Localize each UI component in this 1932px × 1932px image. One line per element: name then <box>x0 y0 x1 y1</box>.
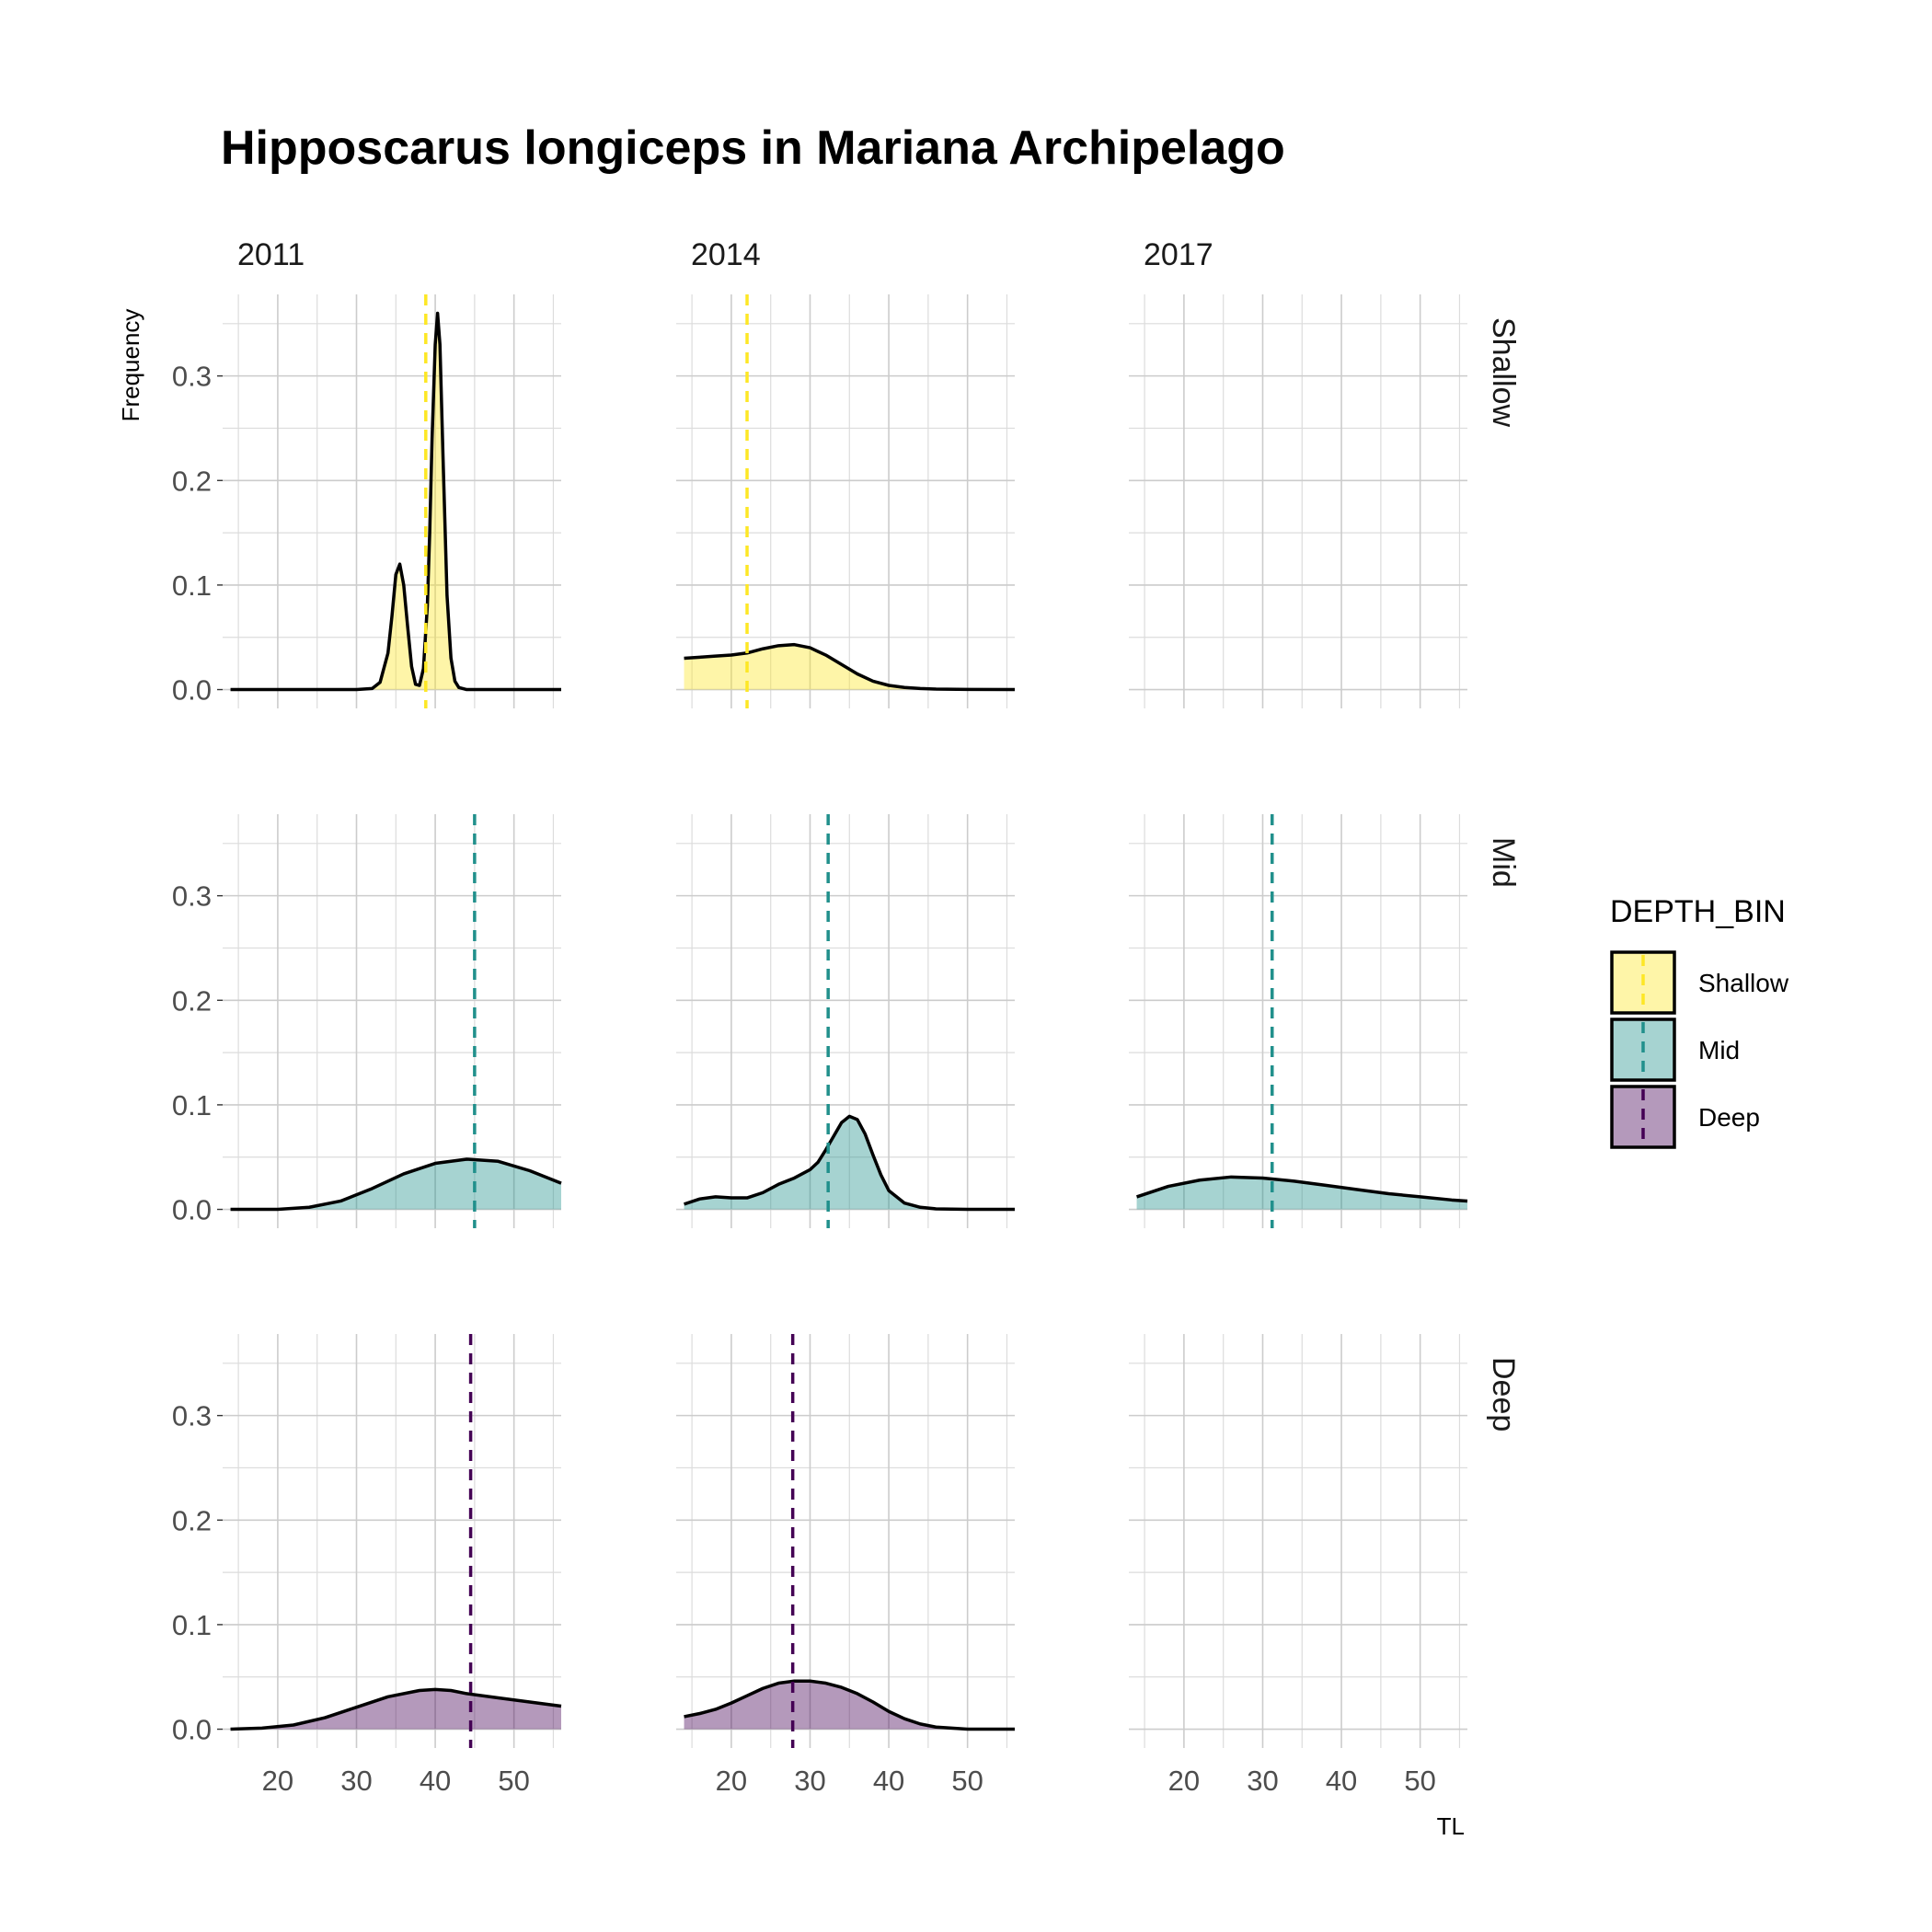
x-tick-label: 30 <box>1247 1765 1278 1797</box>
panel-2011-mid: 0.0 0.1 0.2 0.3 <box>172 814 562 1228</box>
panels-layer: 0.0 0.1 0.2 0.3 2011 2014 2017 Shallow 0.0 0.1 0.2… <box>172 237 1521 1797</box>
panel-2014-mid <box>676 814 1015 1228</box>
y-tick-label: 0.1 <box>172 1609 212 1641</box>
strip-label-depth: Deep <box>1486 1357 1521 1432</box>
x-tick-label: 20 <box>1168 1765 1200 1797</box>
y-tick-label: 0.3 <box>172 361 212 393</box>
legend-title: DEPTH_BIN <box>1610 894 1786 929</box>
legend-item-mid: Mid <box>1610 1018 1740 1082</box>
y-tick-label: 0.0 <box>172 1194 212 1226</box>
y-tick-label: 0.2 <box>172 465 212 497</box>
legend-item-shallow: Shallow <box>1610 950 1789 1015</box>
density-line <box>684 1679 1015 1731</box>
density-area <box>684 1681 1015 1730</box>
y-tick-label: 0.3 <box>172 880 212 913</box>
y-tick-label: 0.2 <box>172 1504 212 1536</box>
density-area <box>230 313 561 690</box>
density-line <box>684 642 1016 692</box>
density-line <box>230 311 561 692</box>
legend: DEPTH_BIN Shallow Mid Deep <box>1610 894 1789 1149</box>
x-tick-label: 40 <box>1326 1765 1357 1797</box>
y-tick-label: 0.2 <box>172 984 212 1017</box>
x-tick-label: 50 <box>1404 1765 1435 1797</box>
legend-item-deep: Deep <box>1610 1085 1760 1149</box>
strip-label-depth: Shallow <box>1486 317 1521 428</box>
x-tick-label: 50 <box>951 1765 983 1797</box>
panel-2011-shallow: 0.0 0.1 0.2 0.3 2011 <box>172 237 561 708</box>
x-tick-label: 30 <box>794 1765 825 1797</box>
density-area <box>684 644 1015 690</box>
strip-label-year: 2011 <box>237 237 305 272</box>
panel-2011-deep: 0.0 0.1 0.2 0.3 20 30 40 50 <box>172 1334 562 1797</box>
panel-2017-mid: Mid <box>1129 814 1521 1228</box>
density-line <box>684 1114 1015 1212</box>
panel-2017-shallow: 2017 Shallow <box>1129 237 1521 708</box>
density-area <box>1136 1177 1467 1210</box>
panel-2014-shallow: 2014 <box>676 237 1016 708</box>
x-tick-label: 20 <box>262 1765 293 1797</box>
x-axis-title: TL <box>1437 1812 1465 1840</box>
x-tick-label: 50 <box>498 1765 529 1797</box>
strip-label-depth: Mid <box>1486 837 1521 888</box>
density-area <box>684 1116 1015 1210</box>
y-tick-label: 0.0 <box>172 1714 212 1746</box>
x-tick-label: 20 <box>716 1765 747 1797</box>
legend-label: Shallow <box>1698 969 1789 997</box>
y-tick-label: 0.3 <box>172 1400 212 1432</box>
y-axis-title: Frequency <box>117 309 144 422</box>
x-tick-label: 30 <box>340 1765 372 1797</box>
strip-label-year: 2017 <box>1144 237 1213 272</box>
panel-2014-deep: 20 30 40 50 <box>676 1334 1015 1797</box>
density-line <box>230 1687 562 1731</box>
strip-label-year: 2014 <box>691 237 761 272</box>
y-tick-label: 0.1 <box>172 1089 212 1121</box>
y-tick-label: 0.1 <box>172 569 212 602</box>
chart-title: Hipposcarus longiceps in Mariana Archipe… <box>221 121 1285 175</box>
density-line <box>1136 1175 1468 1203</box>
x-tick-label: 40 <box>873 1765 904 1797</box>
panel-2017-deep: 20 30 40 50 Deep <box>1129 1334 1521 1797</box>
x-tick-label: 40 <box>420 1765 451 1797</box>
y-tick-label: 0.0 <box>172 674 212 707</box>
legend-label: Deep <box>1698 1103 1760 1132</box>
density-area <box>230 1689 561 1730</box>
density-line <box>230 1157 562 1212</box>
legend-label: Mid <box>1698 1036 1740 1064</box>
density-area <box>230 1159 561 1210</box>
